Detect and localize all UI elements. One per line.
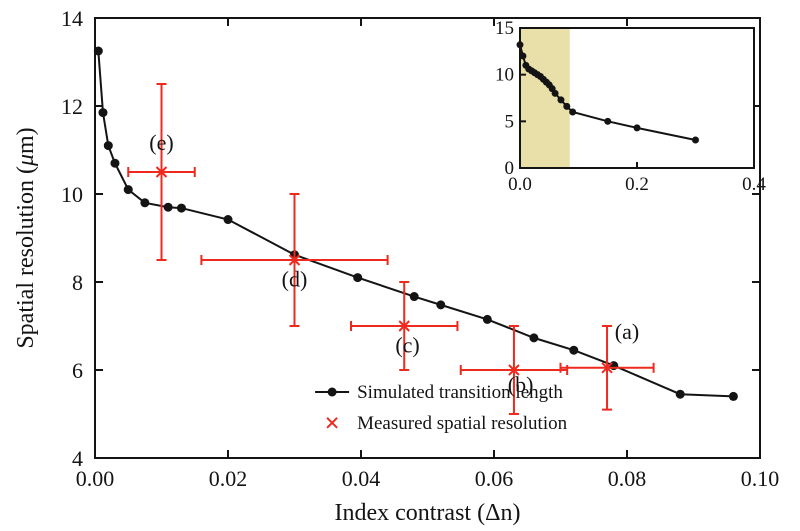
chart-container: 0.000.020.040.060.080.10468101214Index c… — [0, 0, 800, 531]
chart-svg: 0.000.020.040.060.080.10468101214Index c… — [0, 0, 800, 531]
simulated-point — [164, 203, 173, 212]
svg-text:10: 10 — [495, 65, 514, 86]
svg-text:4: 4 — [72, 446, 83, 471]
inset-point — [634, 124, 641, 131]
inset-point — [569, 109, 576, 116]
svg-text:0.04: 0.04 — [342, 466, 381, 491]
y-axis-label: Spatial resolution (μm) — [13, 127, 39, 348]
svg-text:0.4: 0.4 — [742, 174, 766, 195]
simulated-point — [729, 392, 738, 401]
simulated-point — [353, 273, 362, 282]
svg-text:0.06: 0.06 — [475, 466, 514, 491]
inset-point — [552, 90, 559, 97]
svg-text:14: 14 — [61, 6, 83, 31]
simulated-point — [140, 198, 149, 207]
simulated-point — [676, 390, 685, 399]
simulated-point — [110, 159, 119, 168]
svg-text:0: 0 — [505, 158, 515, 179]
svg-text:6: 6 — [72, 358, 83, 383]
simulated-point — [104, 141, 113, 150]
svg-text:15: 15 — [495, 18, 514, 39]
svg-text:8: 8 — [72, 270, 83, 295]
svg-text:0.10: 0.10 — [741, 466, 780, 491]
simulated-point — [410, 292, 419, 301]
legend-label: Measured spatial resolution — [357, 413, 568, 434]
simulated-point — [177, 204, 186, 213]
simulated-point — [569, 346, 578, 355]
simulated-point — [124, 185, 133, 194]
svg-text:0.08: 0.08 — [608, 466, 647, 491]
point-annotation: (d) — [282, 266, 308, 291]
x-axis-label: Index contrast (Δn) — [334, 500, 520, 526]
simulated-point — [98, 108, 107, 117]
inset-point — [604, 118, 611, 125]
point-annotation: (a) — [615, 319, 639, 344]
svg-text:0.02: 0.02 — [209, 466, 248, 491]
simulated-point — [483, 315, 492, 324]
svg-text:12: 12 — [61, 94, 83, 119]
svg-text:5: 5 — [505, 111, 515, 132]
point-annotation: (e) — [149, 130, 173, 155]
legend-label: Simulated transition length — [357, 382, 563, 403]
svg-text:10: 10 — [61, 182, 83, 207]
inset-point — [557, 96, 564, 103]
simulated-point — [529, 333, 538, 342]
simulated-point — [224, 215, 233, 224]
simulated-point — [436, 300, 445, 309]
point-annotation: (c) — [395, 332, 419, 357]
svg-text:0.2: 0.2 — [625, 174, 649, 195]
inset-point — [692, 137, 699, 144]
inset-point — [563, 103, 570, 110]
simulated-point — [94, 47, 103, 56]
